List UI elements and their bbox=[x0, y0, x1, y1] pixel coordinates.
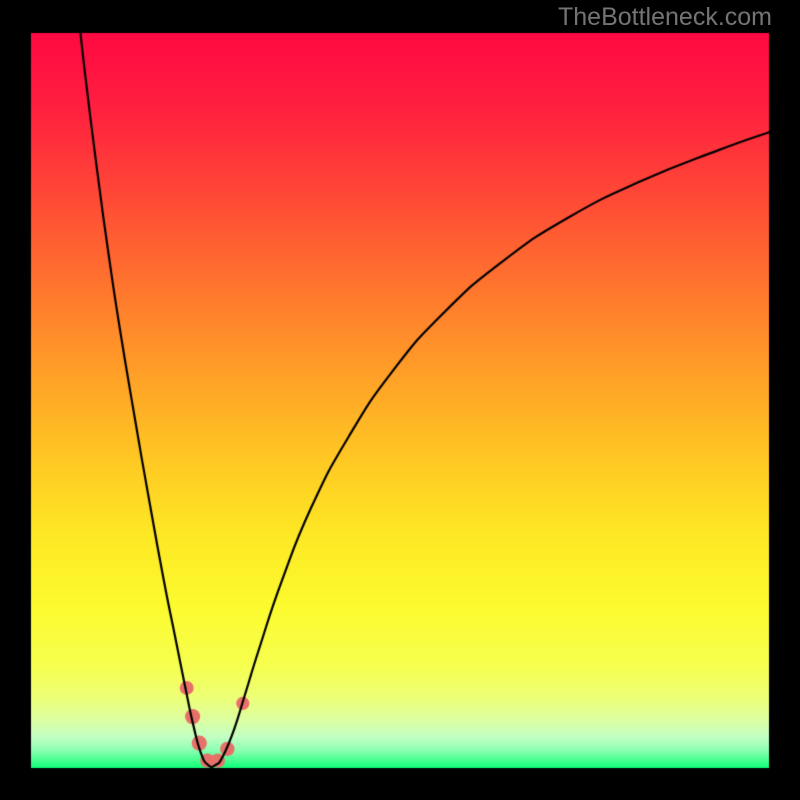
bottleneck-curve-chart bbox=[0, 0, 800, 800]
watermark-text: TheBottleneck.com bbox=[558, 3, 772, 32]
chart-stage: TheBottleneck.com bbox=[0, 0, 800, 800]
